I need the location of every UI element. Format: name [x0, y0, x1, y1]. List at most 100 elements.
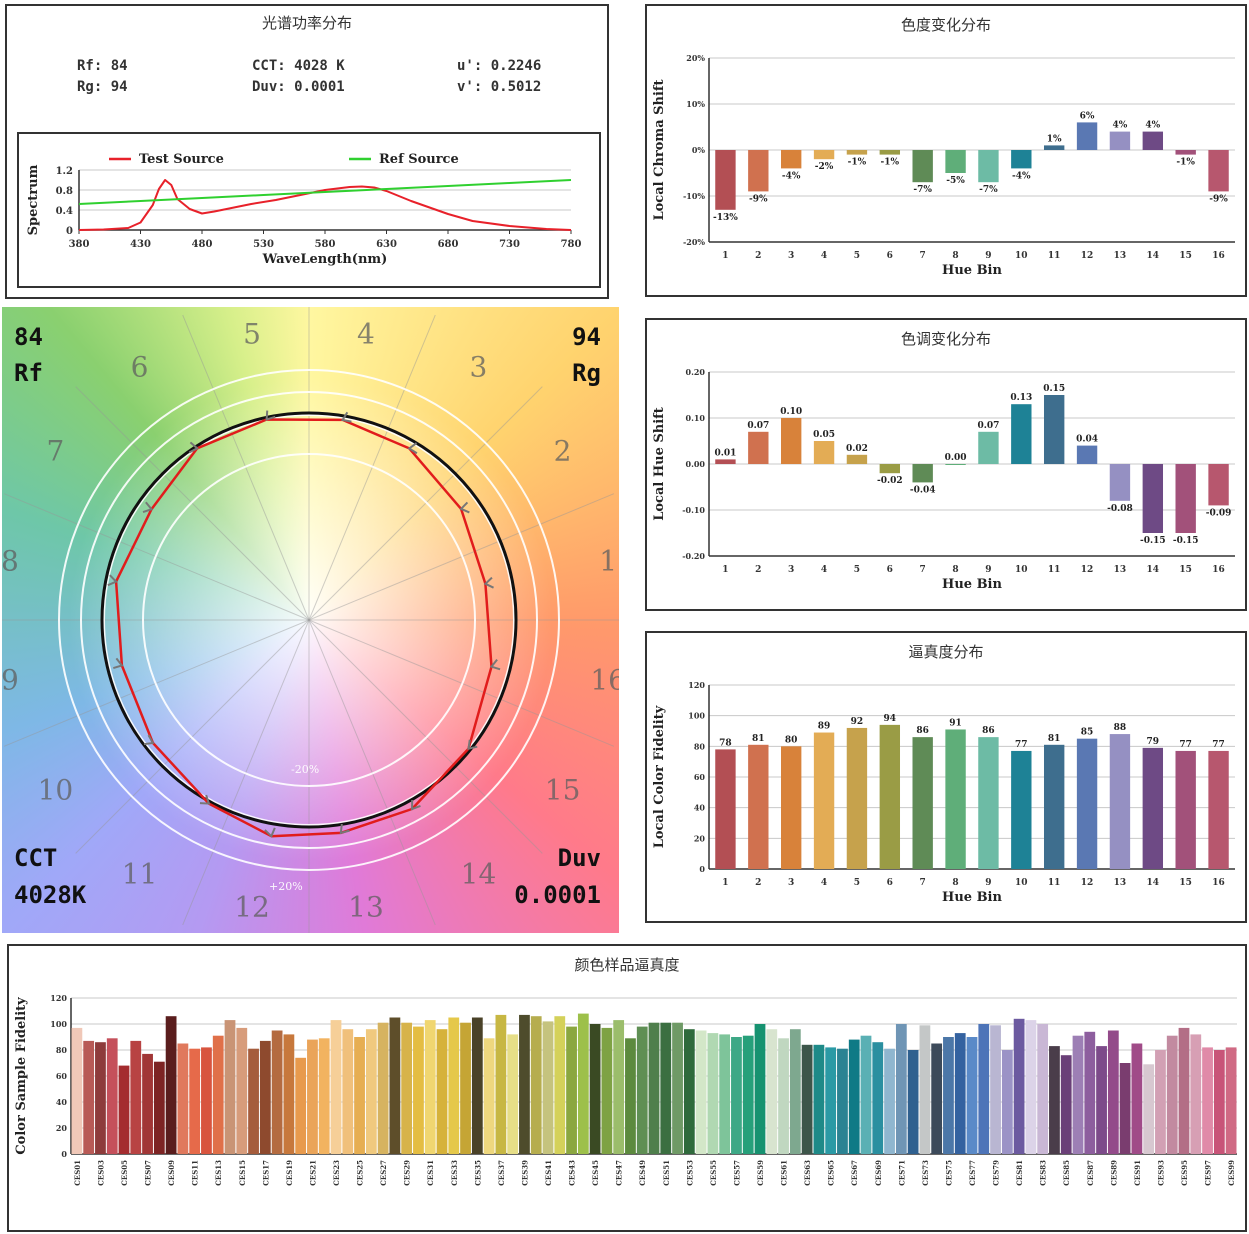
fidelity-category-label: 2: [755, 878, 761, 888]
samples-bar: [153, 1061, 165, 1154]
samples-bar: [448, 1017, 460, 1154]
chroma-bar: [978, 150, 999, 183]
samples-bar: [1225, 1047, 1237, 1154]
chroma-bar-label: -2%: [815, 162, 834, 172]
samples-bar: [342, 1029, 354, 1154]
fidelity-category-label: 4: [821, 878, 827, 888]
samples-bar: [966, 1037, 978, 1154]
samples-category-label: CES49: [638, 1160, 647, 1186]
fidelity-bar-label: 77: [1015, 740, 1028, 750]
hue-bar: [1076, 445, 1098, 464]
spectrum-xtick-label: 430: [130, 239, 151, 250]
hue-ytick-label: -0.10: [682, 505, 705, 515]
fidelity-ytick-label: 20: [694, 833, 706, 843]
sample-fidelity-panel: 颜色样品逼真度 0 20 40 60 80 100 120 CES01 CES03 CES05 CE…: [7, 944, 1247, 1232]
samples-ytick-label: 0: [61, 1149, 67, 1159]
samples-bar: [954, 1033, 966, 1154]
samples-ytick-label: 120: [50, 993, 67, 1003]
samples-category-label: CES47: [615, 1160, 624, 1186]
chroma-bar: [715, 150, 736, 210]
hue-bar: [1142, 464, 1164, 533]
fidelity-bar-label: 86: [982, 726, 995, 736]
samples-bar: [1213, 1050, 1225, 1154]
hue-bin-number: 13: [348, 890, 384, 923]
chroma-bar-label: -7%: [913, 185, 932, 195]
hue-bar: [978, 431, 999, 464]
fidelity-ytick-label: 0: [699, 864, 705, 874]
hue-category-label: 5: [854, 565, 860, 575]
hue-y-label: Local Hue Shift: [652, 407, 667, 521]
hue-category-label: 1: [722, 565, 728, 575]
samples-bar: [377, 1022, 389, 1154]
chroma-category-label: 11: [1048, 251, 1061, 261]
hue-bar: [1175, 464, 1196, 533]
samples-bar: [1107, 1030, 1119, 1154]
spectrum-xtick-label: 630: [376, 239, 397, 250]
samples-bar: [613, 1020, 625, 1154]
fidelity-title: 逼真度分布: [908, 643, 984, 661]
hue-x-label: Hue Bin: [942, 577, 1002, 592]
samples-category-label: CES27: [379, 1160, 388, 1186]
hue-bar-label: 0.05: [813, 430, 835, 440]
fidelity-bar: [1076, 738, 1098, 869]
hue-bin-number: 5: [243, 318, 261, 351]
samples-bar: [813, 1044, 825, 1154]
hue-bar: [748, 431, 769, 464]
chroma-bar: [1043, 145, 1065, 150]
samples-bar: [507, 1034, 519, 1154]
hue-bar: [1011, 404, 1032, 464]
samples-bar: [495, 1014, 507, 1154]
samples-bar: [672, 1022, 683, 1154]
samples-bar: [483, 1038, 495, 1154]
fidelity-category-label: 6: [887, 878, 893, 888]
hue-shift-arrow: [483, 576, 494, 589]
chroma-bar-label: -7%: [979, 185, 998, 195]
hue-bin-number: 15: [545, 773, 581, 806]
hue-shift-arrow: [340, 411, 352, 423]
sample-fidelity-chart: 0 20 40 60 80 100 120 CES01 CES03 CES05 CES07 CES09…: [14, 993, 1237, 1186]
vector-spoke: [308, 619, 543, 854]
vector-spoke: [308, 314, 436, 621]
samples-bar: [1049, 1046, 1060, 1154]
rg-label: Rg: [572, 359, 601, 387]
rf-label: Rf: [14, 359, 43, 387]
fidelity-category-label: 7: [920, 878, 926, 888]
samples-bar: [224, 1020, 236, 1154]
samples-bar: [919, 1025, 931, 1154]
samples-bar: [695, 1030, 707, 1154]
fidelity-bar-label: 81: [752, 734, 765, 744]
chroma-bar: [1208, 150, 1229, 192]
samples-bar: [660, 1022, 672, 1154]
samples-bar: [71, 1027, 83, 1154]
hue-category-label: 15: [1179, 565, 1192, 575]
chroma-category-label: 9: [985, 251, 991, 261]
hue-bar-label: 0.10: [780, 407, 802, 417]
duv-label: Duv: [557, 844, 601, 872]
samples-category-label: CES99: [1227, 1160, 1236, 1186]
hue-bin-number: 3: [470, 350, 488, 383]
chroma-bar-label: 6%: [1080, 111, 1095, 121]
hue-bar: [715, 459, 736, 464]
fidelity-bar-label: 89: [818, 722, 831, 732]
hue-bar-label: 0.04: [1076, 435, 1098, 445]
hue-category-label: 11: [1048, 565, 1061, 575]
rf-stat: Rf: 84: [77, 58, 128, 74]
samples-bar: [1001, 1050, 1013, 1154]
samples-bar: [648, 1022, 660, 1154]
samples-category-label: CES41: [544, 1160, 553, 1186]
fidelity-category-label: 8: [952, 878, 958, 888]
fidelity-bar-label: 92: [851, 717, 864, 727]
samples-category-label: CES93: [1156, 1160, 1165, 1186]
reference-circle: [100, 411, 518, 829]
chroma-bar-label: -1%: [848, 158, 867, 168]
hue-bar-label: 0.07: [977, 421, 999, 431]
vector-spoke: [308, 493, 615, 621]
rg-stat: Rg: 94: [77, 79, 128, 95]
samples-bar: [683, 1029, 695, 1154]
hue-bar-label: -0.15: [1173, 536, 1199, 546]
fidelity-bar-label: 77: [1179, 740, 1192, 750]
rf-value: 84: [14, 323, 43, 351]
hue-shift-arrow: [107, 574, 118, 587]
fidelity-bar: [879, 724, 901, 869]
samples-bar: [1025, 1020, 1037, 1154]
